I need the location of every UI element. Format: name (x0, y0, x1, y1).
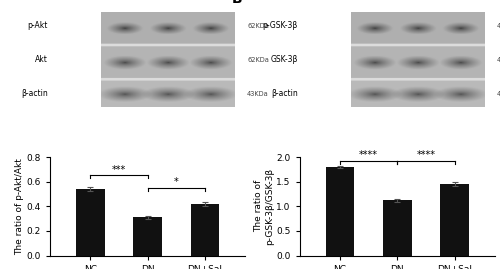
Text: Akt: Akt (35, 55, 48, 64)
Bar (440, 184, 469, 256)
Text: β-actin: β-actin (271, 90, 298, 98)
Text: ***: *** (112, 165, 126, 175)
Bar (190, 204, 220, 256)
Text: 43KDa: 43KDa (497, 91, 500, 97)
Text: p-Akt: p-Akt (28, 21, 48, 30)
Text: ****: **** (416, 150, 436, 160)
Text: *: * (174, 177, 178, 187)
Text: β-actin: β-actin (22, 90, 48, 98)
Text: 62KDa: 62KDa (247, 57, 269, 63)
Bar (326, 167, 354, 256)
Text: B: B (232, 0, 242, 6)
Bar (76, 189, 104, 256)
Text: GSK-3β: GSK-3β (270, 55, 298, 64)
Y-axis label: The ratio of
p-GSK-3β/GSK-3β: The ratio of p-GSK-3β/GSK-3β (254, 168, 274, 245)
Text: p-GSK-3β: p-GSK-3β (262, 21, 298, 30)
Bar (383, 200, 412, 256)
Text: 43KDa: 43KDa (247, 91, 269, 97)
Y-axis label: The ratio of p-Akt/Akt: The ratio of p-Akt/Akt (15, 158, 24, 255)
Text: 62KDa: 62KDa (247, 23, 269, 29)
Text: ****: **** (359, 150, 378, 160)
Text: 47KDa: 47KDa (497, 23, 500, 29)
Bar (133, 217, 162, 256)
Text: 47KDa: 47KDa (497, 57, 500, 63)
